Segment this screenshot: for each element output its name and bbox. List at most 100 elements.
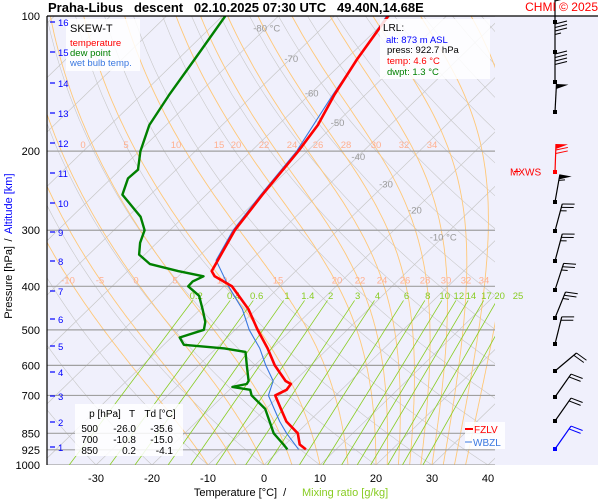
barb-station-dot xyxy=(553,50,557,54)
mixing-ratio-line xyxy=(322,300,426,465)
wind-barb xyxy=(553,262,577,292)
barb-station-dot xyxy=(553,447,557,451)
mixing-ratio-label: 1.4 xyxy=(301,291,314,302)
adiabat-label: 28 xyxy=(341,140,352,151)
isotherm-label: -70 xyxy=(284,54,298,65)
y-label-pressure: Pressure [hPa] xyxy=(3,246,15,319)
mixing-ratio-line xyxy=(267,300,375,465)
mixing-ratio-label: 20 xyxy=(494,291,505,302)
adiabat-label: 24 xyxy=(287,140,298,151)
dry-adiabat-line xyxy=(307,16,495,230)
mixing-ratio-line xyxy=(356,300,457,465)
profiles xyxy=(121,16,390,451)
barb-full xyxy=(562,266,575,269)
barb-staff xyxy=(554,425,572,450)
pressure-tick-label: 600 xyxy=(22,360,40,372)
barb-pennant xyxy=(555,144,568,150)
altitude-tick-label: 10 xyxy=(58,199,69,210)
isotherm-line xyxy=(47,16,391,350)
adiabat-label: 10 xyxy=(171,140,182,151)
mixing-ratio-line xyxy=(402,302,495,465)
isotherm-line xyxy=(47,16,447,405)
adiabat-label: 28 xyxy=(420,275,431,286)
altitude-tick-label: 2 xyxy=(58,418,63,429)
legend-temperature: temperature xyxy=(70,38,121,49)
wind-barb xyxy=(553,397,583,423)
altitude-tick-label: 12 xyxy=(58,139,69,150)
pressure-tick-label: 500 xyxy=(22,325,40,337)
table-cell: -15.0 xyxy=(150,435,173,446)
altitude-tick-label: 9 xyxy=(58,228,63,239)
altitude-tick-label: 6 xyxy=(58,315,63,326)
mixing-ratio-label: 4 xyxy=(375,291,380,302)
y-label-altitude: Altitude [km] xyxy=(3,173,15,234)
adiabat-label: 34 xyxy=(479,275,490,286)
barb-half xyxy=(562,298,570,300)
lrl-dwpt: dwpt: 1.3 °C xyxy=(387,67,439,78)
altitude-tick-label: 5 xyxy=(58,342,63,353)
adiabat-label: 32 xyxy=(461,275,472,286)
barb-station-dot xyxy=(553,316,557,320)
table-cell: 0.2 xyxy=(122,446,136,457)
barb-full xyxy=(563,262,577,265)
barb-full xyxy=(554,50,568,55)
lrl-temp: temp: 4.6 °C xyxy=(387,56,440,67)
barb-full xyxy=(554,20,568,25)
mixing-ratio-line xyxy=(422,335,495,465)
pressure-tick-label: 100 xyxy=(22,11,40,23)
pressure-tick-label: 850 xyxy=(22,428,40,440)
barb-station-dot xyxy=(553,395,557,399)
dry-adiabat-line xyxy=(278,16,495,263)
barb-pennant xyxy=(556,84,569,90)
barb-full xyxy=(554,0,562,2)
altitude-tick-label: 16 xyxy=(58,18,69,29)
barb-full xyxy=(554,27,568,32)
isotherm-line xyxy=(319,294,495,465)
mixing-ratio-line xyxy=(245,300,355,465)
barb-staff xyxy=(554,373,572,398)
wind-barb xyxy=(553,233,575,263)
adiabat-label: 5 xyxy=(172,275,177,286)
level-label-box xyxy=(465,422,505,449)
isotherm-label: -40 xyxy=(351,152,365,163)
pressure-tick-label: 925 xyxy=(22,445,40,457)
wind-barb xyxy=(553,143,568,174)
wind-barb xyxy=(553,373,583,399)
plot-background xyxy=(47,16,598,465)
adiabat-label: 34 xyxy=(427,140,438,151)
temperature-tick-label: 30 xyxy=(426,473,438,485)
isotherm-line xyxy=(95,77,495,465)
table-header: T xyxy=(129,409,135,420)
dry-adiabat-line xyxy=(336,16,495,197)
isotherm-label: -30 xyxy=(379,179,393,190)
legend-dewpoint: dew point xyxy=(70,48,111,59)
wind-barbs xyxy=(553,0,587,451)
barb-station-dot xyxy=(553,80,557,84)
mixing-ratio-line xyxy=(167,300,285,465)
wbzl-label: WBZL xyxy=(473,438,501,449)
adiabat-label: 30 xyxy=(371,140,382,151)
dewpoint-profile xyxy=(121,16,289,451)
adiabat-label: 24 xyxy=(377,275,388,286)
lrl-alt: alt: 873 m ASL xyxy=(386,35,448,46)
adiabat-label: 26 xyxy=(313,140,324,151)
barb-staff xyxy=(554,316,563,345)
altitude-tick-label: 15 xyxy=(58,48,69,59)
copyright: CHMI © 2025 xyxy=(525,0,598,14)
adiabat-label: 0 xyxy=(133,275,138,286)
table-cell: -35.6 xyxy=(150,424,173,435)
table-header: Td [°C] xyxy=(144,409,175,420)
altitude-tick-label: 14 xyxy=(58,79,69,90)
barb-full xyxy=(554,57,568,62)
table-cell: -4.1 xyxy=(156,446,174,457)
x-axis-label: Temperature [°C] / xyxy=(194,487,287,499)
barb-full xyxy=(564,294,577,298)
barb-staff xyxy=(554,174,561,203)
altitude-tick-label: 3 xyxy=(58,392,63,403)
barb-staff xyxy=(554,397,572,422)
mixing-ratio-line xyxy=(370,300,469,465)
mixing-ratio-label: 2 xyxy=(328,291,333,302)
barb-full xyxy=(570,425,583,431)
